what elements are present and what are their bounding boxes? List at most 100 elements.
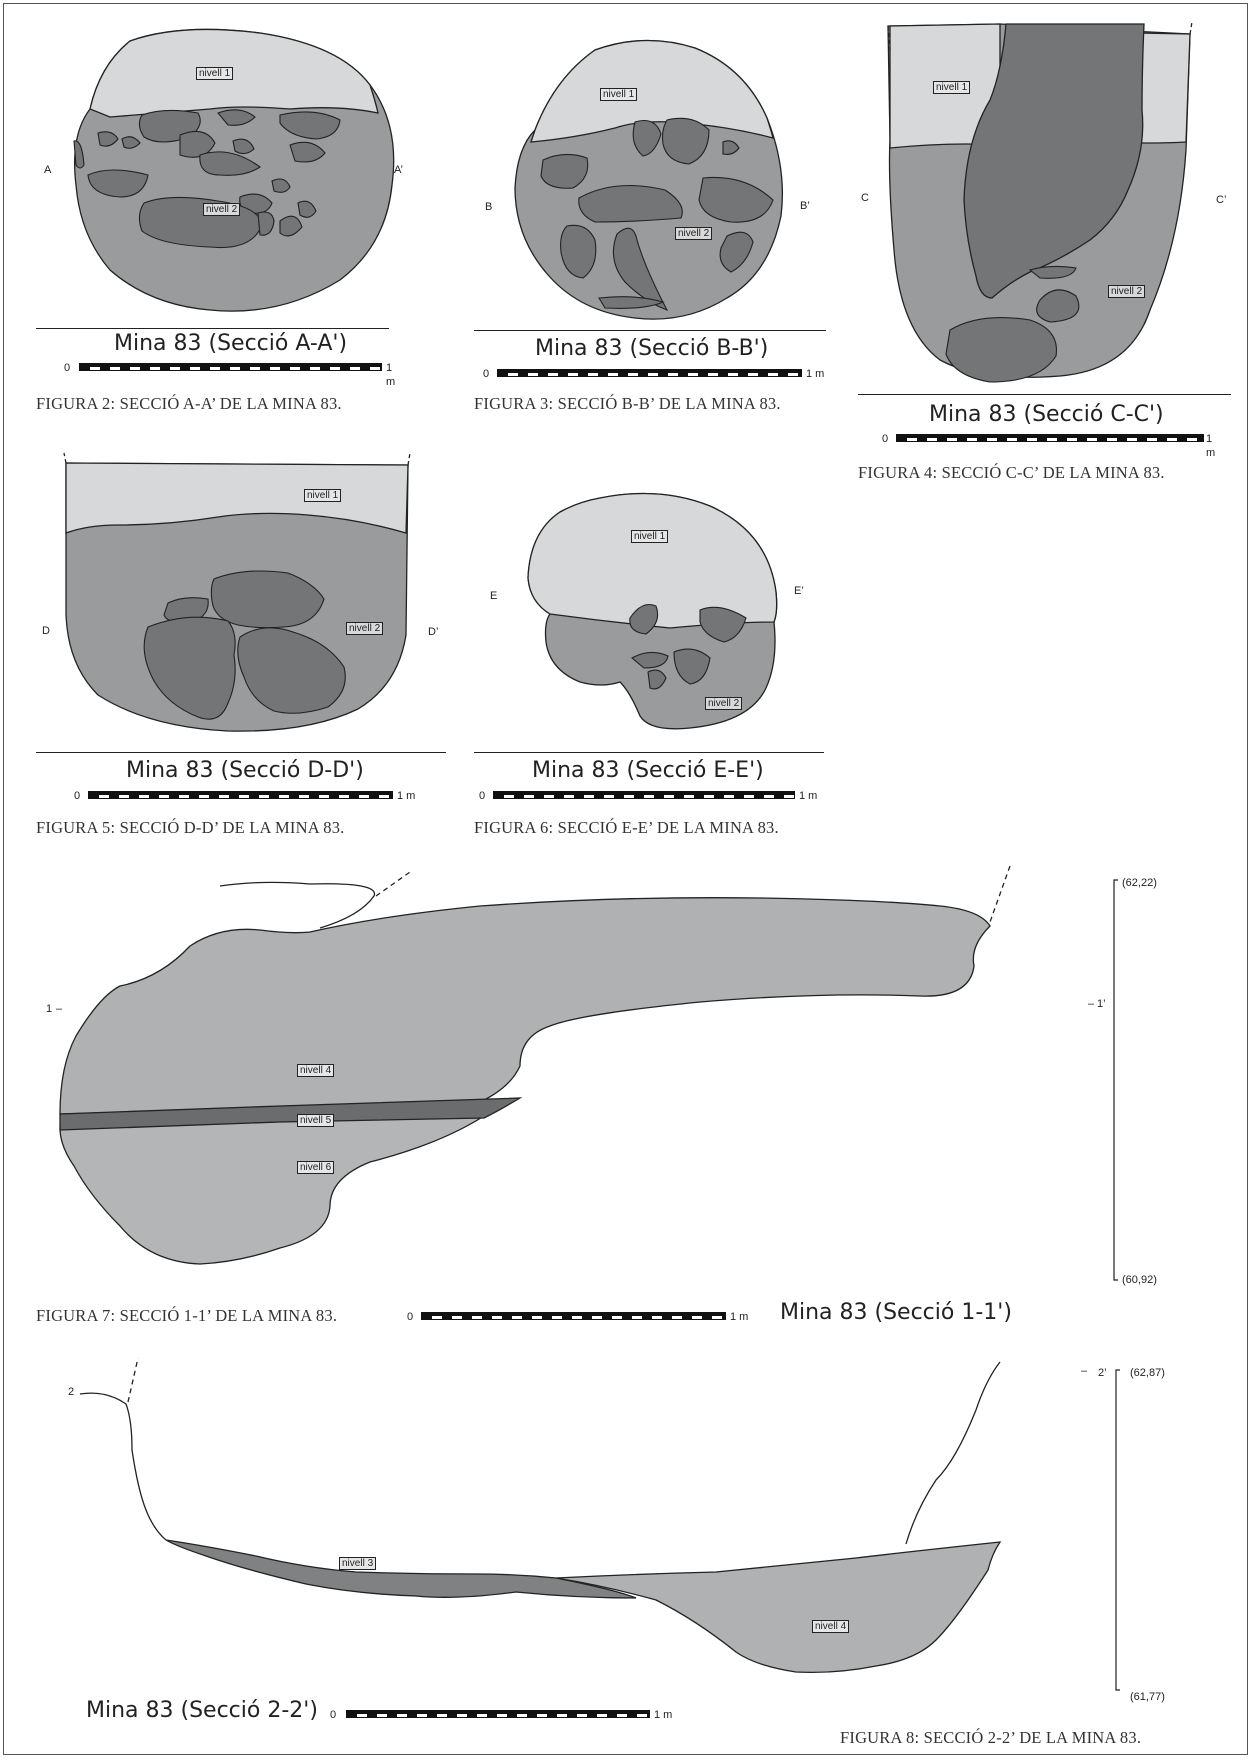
section-b-stone [540, 153, 589, 189]
section-2-right-wall [905, 1361, 1001, 1545]
section-d-rule [36, 752, 446, 753]
section-d-left-dash [63, 452, 67, 464]
section-1-drawing [59, 865, 1120, 1286]
section-a-stone [97, 131, 119, 147]
section-1-elevation-bar [1113, 879, 1118, 1281]
section-d-stone [210, 570, 325, 629]
section-1-level-5 [59, 1097, 523, 1131]
section-a-stone [73, 140, 85, 169]
section-e-scale-bar: 0 1 m [479, 790, 818, 802]
section-a-scale-bar: 0 1 m [64, 362, 396, 388]
section-2-right-mark: 2’ [1098, 1367, 1107, 1379]
section-2-elevation-bottom: (61,77) [1130, 1691, 1165, 1703]
section-e-caption: FIGURA 6: SECCIÓ E-E’ DE LA MINA 83. [474, 818, 779, 837]
section-a-caption: FIGURA 2: SECCIÓ A-A’ DE LA MINA 83. [36, 394, 342, 413]
section-c-left-mark: C [861, 192, 869, 204]
section-a-title: Mina 83 (Secció A-A') [114, 331, 348, 356]
section-e-label-nivell-2: nivell 2 [705, 697, 743, 710]
section-a-level-1 [89, 28, 379, 118]
section-1-title: Mina 83 (Secció 1-1') [780, 1300, 1012, 1325]
section-e-stone [629, 603, 659, 635]
section-a-stone [297, 200, 317, 218]
section-a-rule [36, 328, 389, 329]
section-c-caption: FIGURA 4: SECCIÓ C-C’ DE LA MINA 83. [858, 463, 1165, 482]
section-2-label-nivell-4: nivell 4 [812, 1620, 850, 1633]
section-c-pit [963, 23, 1145, 299]
section-2-scale-bar: 0 1 m [330, 1709, 673, 1721]
section-a-stone [217, 109, 256, 126]
section-e-right-mark: E’ [794, 585, 804, 597]
section-d-left-mark: D [42, 625, 50, 637]
section-2-level-3 [165, 1539, 637, 1599]
section-d-stone [237, 627, 346, 714]
section-d-label-nivell-1: nivell 1 [304, 489, 342, 502]
section-b-stone [632, 119, 662, 157]
section-b-stone [598, 296, 665, 309]
section-c-label-nivell-1: nivell 1 [933, 81, 971, 94]
section-c-label-nivell-2: nivell 2 [1108, 285, 1146, 298]
section-a-stone [121, 136, 141, 149]
section-c-stone [1036, 289, 1080, 323]
section-b-rule [474, 330, 826, 331]
section-2-level-4 [555, 1541, 1002, 1674]
section-1-surface [219, 881, 376, 929]
section-a-stone [199, 151, 261, 176]
section-a-left-mark: A [44, 164, 52, 176]
section-e-level-1 [527, 492, 778, 629]
section-d-label-nivell-2: nivell 2 [346, 622, 384, 635]
section-a-stone [232, 138, 255, 155]
section-c-scale-bar: 0 1 m [882, 433, 1216, 459]
section-c-drawing [880, 20, 1210, 390]
page-frame [3, 3, 1248, 1755]
section-1-scale-bar: 0 1 m [407, 1311, 749, 1323]
section-b-caption: FIGURA 3: SECCIÓ B-B’ DE LA MINA 83. [474, 394, 781, 413]
section-d-level-1 [65, 462, 409, 534]
section-1-right-mark: 1’ [1097, 998, 1106, 1010]
section-1-label-nivell-6: nivell 6 [297, 1161, 335, 1174]
section-b-scale-bar: 0 1 m [483, 368, 825, 380]
section-1-level-4 [59, 897, 991, 1115]
section-d-stone [143, 616, 236, 720]
section-e-stone [699, 606, 747, 643]
section-b-stone [560, 224, 597, 279]
section-c-stone [1028, 265, 1077, 279]
section-a-stone [279, 111, 341, 140]
section-d-title: Mina 83 (Secció D-D') [126, 758, 364, 783]
section-a-label-nivell-2: nivell 2 [203, 203, 241, 216]
section-2-drawing [76, 1357, 1136, 1700]
section-b-stone [661, 117, 710, 165]
section-e-stone [673, 648, 711, 685]
section-c-rule [858, 394, 1231, 395]
section-2-label-nivell-3: nivell 3 [339, 1557, 377, 1570]
section-c-stone [945, 316, 1058, 383]
section-2-title: Mina 83 (Secció 2-2') [86, 1698, 318, 1723]
section-b-stone [578, 184, 683, 223]
section-b-label-nivell-1: nivell 1 [600, 88, 638, 101]
section-2-elevation-top: (62,87) [1130, 1367, 1165, 1379]
section-1-left-mark: 1 [46, 1003, 53, 1015]
section-c-right-dash [1189, 21, 1193, 35]
section-a-drawing [40, 25, 420, 325]
section-1-surface-dash [375, 871, 411, 897]
section-e-drawing [510, 492, 790, 742]
section-2-left-dash [127, 1357, 139, 1403]
section-b-title: Mina 83 (Secció B-B') [535, 336, 769, 361]
section-a-stone [257, 211, 275, 236]
section-d-caption: FIGURA 5: SECCIÓ D-D’ DE LA MINA 83. [36, 818, 345, 837]
section-1-right-tick: – [1088, 998, 1095, 1010]
section-1-right-dash [989, 865, 1011, 923]
section-a-stone [289, 141, 326, 163]
section-d-drawing [58, 452, 418, 735]
section-b-drawing [495, 38, 795, 338]
section-b-stone [612, 227, 669, 312]
section-2-left-wall [79, 1392, 167, 1541]
section-a-stone [271, 178, 291, 193]
section-1-elevation-bottom: (60,92) [1122, 1274, 1157, 1286]
section-b-stone [722, 140, 740, 155]
section-e-left-mark: E [490, 590, 498, 602]
section-d-scale-bar: 0 1 m [74, 790, 416, 802]
section-c-right-mark: C’ [1216, 194, 1227, 206]
section-e-label-nivell-1: nivell 1 [631, 530, 669, 543]
section-e-title: Mina 83 (Secció E-E') [532, 758, 764, 783]
section-1-level-6 [59, 1115, 487, 1265]
